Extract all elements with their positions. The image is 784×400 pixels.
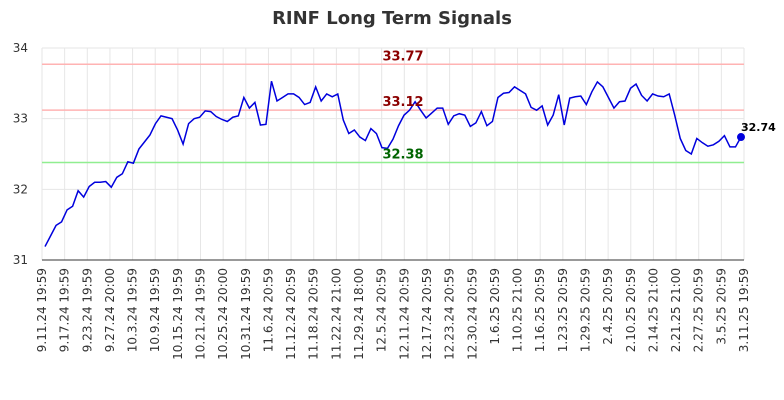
x-tick-label: 9.23.24 19:59 xyxy=(80,268,94,352)
x-tick-label: 11.6.24 20:59 xyxy=(261,268,275,352)
x-tick-label: 9.11.24 19:59 xyxy=(35,268,49,352)
x-tick-label: 3.11.25 19:59 xyxy=(737,268,751,352)
x-tick-label: 1.23.25 20:59 xyxy=(556,268,570,352)
x-tick-label: 10.15.24 19:59 xyxy=(171,268,185,360)
y-tick-label: 34 xyxy=(13,41,28,55)
chart-title: RINF Long Term Signals xyxy=(272,8,512,29)
x-tick-label: 10.25.24 20:00 xyxy=(216,268,230,360)
last-point-marker xyxy=(737,133,745,142)
reference-label: 32.38 xyxy=(382,147,423,162)
last-point-label: 32.74 xyxy=(741,121,776,134)
x-tick-label: 2.27.25 20:59 xyxy=(692,268,706,352)
x-tick-label: 3.5.25 20:59 xyxy=(714,268,728,345)
x-tick-label: 12.30.24 20:59 xyxy=(465,268,479,360)
x-tick-label: 2.21.25 21:00 xyxy=(669,268,683,352)
x-tick-label: 11.18.24 20:59 xyxy=(307,268,321,360)
x-tick-label: 9.27.24 20:00 xyxy=(103,268,117,352)
x-tick-label: 10.9.24 19:59 xyxy=(148,268,162,352)
x-tick-label: 12.23.24 20:59 xyxy=(443,268,457,360)
x-tick-label: 1.29.25 20:59 xyxy=(578,268,592,352)
reference-label: 33.77 xyxy=(382,49,423,64)
x-tick-label: 1.16.25 20:59 xyxy=(533,268,547,352)
x-tick-label: 12.11.24 20:59 xyxy=(397,268,411,360)
x-tick-label: 12.17.24 20:59 xyxy=(420,268,434,360)
x-tick-label: 10.3.24 19:59 xyxy=(126,268,140,352)
x-tick-label: 11.29.24 18:00 xyxy=(352,268,366,360)
reference-label: 33.12 xyxy=(382,95,423,110)
x-tick-label: 2.14.25 21:00 xyxy=(646,268,660,352)
x-tick-label: 2.10.25 20:59 xyxy=(624,268,638,352)
x-tick-label: 1.10.25 21:00 xyxy=(511,268,525,352)
x-tick-label: 9.17.24 19:59 xyxy=(58,268,72,352)
x-tick-label: 11.22.24 21:00 xyxy=(329,268,343,360)
x-tick-label: 10.21.24 19:59 xyxy=(194,268,208,360)
y-tick-label: 32 xyxy=(13,182,28,196)
price-line xyxy=(44,80,742,247)
y-tick-label: 31 xyxy=(13,253,28,267)
x-tick-label: 2.4.25 20:59 xyxy=(601,268,615,345)
x-tick-label: 12.5.24 20:59 xyxy=(375,268,389,352)
x-tick-label: 11.12.24 20:59 xyxy=(284,268,298,360)
x-tick-label: 10.31.24 19:59 xyxy=(239,268,253,360)
x-tick-label: 1.6.25 20:59 xyxy=(488,268,502,345)
y-tick-label: 33 xyxy=(13,112,28,126)
